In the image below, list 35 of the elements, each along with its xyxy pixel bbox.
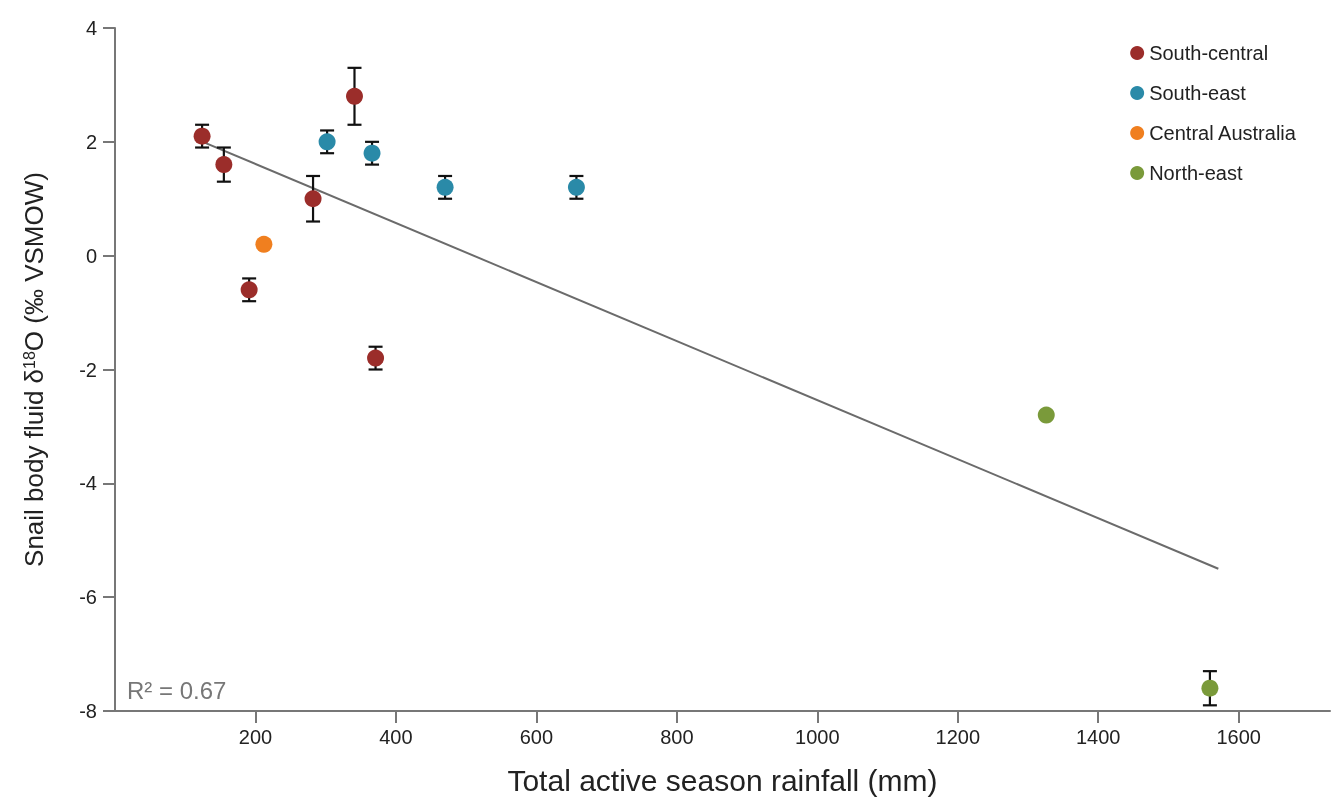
legend-label: Central Australia	[1149, 122, 1297, 144]
point	[318, 133, 336, 151]
point	[215, 156, 233, 174]
point	[367, 349, 385, 367]
x-tick-label: 1400	[1075, 726, 1121, 748]
x-tick-label: 1000	[795, 726, 840, 748]
point	[436, 178, 454, 196]
x-tick-label: 600	[519, 726, 554, 748]
point	[1037, 406, 1055, 424]
point	[193, 127, 211, 145]
y-tick-label: 0	[85, 244, 97, 267]
point	[1201, 679, 1219, 697]
x-tick-label: 200	[238, 726, 273, 748]
point	[363, 144, 381, 162]
y-tick-label: -2	[79, 358, 97, 381]
point	[240, 281, 258, 299]
y-axis-title: Snail body fluid δ18O (‰ VSMOW)	[19, 172, 49, 567]
point	[304, 190, 322, 208]
y-tick-label: -8	[79, 700, 97, 722]
y-tick-label: -4	[79, 472, 97, 495]
y-tick-label: 2	[85, 130, 97, 153]
x-tick-label: 400	[379, 726, 413, 748]
point	[567, 178, 585, 196]
x-tick-label: 1600	[1216, 726, 1261, 748]
x-axis-title: Total active season rainfall (mm)	[507, 763, 938, 797]
x-tick-label: 1200	[935, 726, 981, 748]
legend-label: North-east	[1149, 162, 1243, 184]
point	[346, 87, 363, 105]
point	[255, 235, 273, 253]
y-tick-label: -6	[79, 586, 97, 609]
legend-label: South-east	[1149, 82, 1247, 104]
legend-label: South-central	[1149, 42, 1269, 64]
y-tick-label: 4	[85, 17, 97, 39]
x-tick-label: 800	[660, 726, 694, 748]
annotation: R² = 0.67	[127, 676, 227, 704]
